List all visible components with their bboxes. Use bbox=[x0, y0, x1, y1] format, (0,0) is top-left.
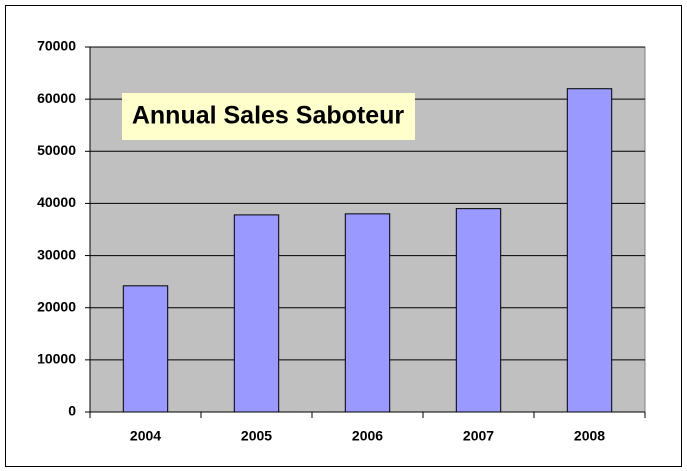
x-tick-label: 2006 bbox=[352, 428, 383, 444]
x-tick-label: 2007 bbox=[463, 428, 494, 444]
y-tick-label: 10000 bbox=[37, 351, 76, 367]
y-tick-label: 20000 bbox=[37, 298, 76, 314]
title-box bbox=[122, 93, 415, 140]
y-tick-label: 50000 bbox=[37, 142, 76, 158]
bar bbox=[455, 208, 502, 413]
bar bbox=[233, 214, 280, 413]
x-tick-label: 2008 bbox=[574, 428, 605, 444]
x-tick-label: 2004 bbox=[130, 428, 161, 444]
y-tick-label: 0 bbox=[68, 403, 76, 419]
y-tick-label: 40000 bbox=[37, 194, 76, 210]
y-tick-label: 30000 bbox=[37, 246, 76, 262]
chart-title: Annual Sales Saboteur bbox=[132, 102, 405, 130]
bar bbox=[566, 88, 613, 413]
bar bbox=[344, 213, 391, 413]
x-tick-label: 2005 bbox=[241, 428, 272, 444]
y-tick-label: 70000 bbox=[37, 38, 76, 54]
bar bbox=[122, 285, 169, 413]
y-tick-label: 60000 bbox=[37, 90, 76, 106]
